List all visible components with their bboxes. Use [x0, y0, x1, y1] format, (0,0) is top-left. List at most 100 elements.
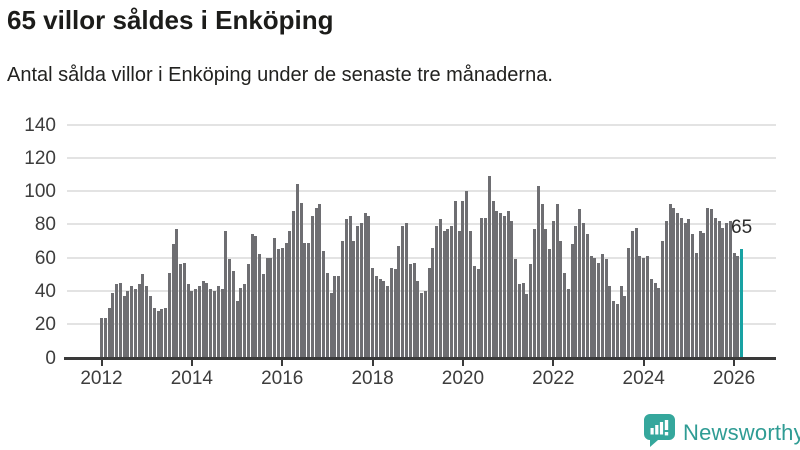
bar [205, 282, 209, 358]
bar [352, 241, 356, 358]
bar [295, 184, 299, 358]
bar [517, 284, 521, 358]
bar [220, 289, 224, 358]
bar [578, 209, 582, 358]
brand-name: Newsworthy [683, 419, 800, 445]
bar [333, 275, 337, 358]
bar [461, 201, 465, 358]
x-axis-tick-label: 2016 [261, 367, 304, 389]
bar [145, 285, 149, 358]
bar [536, 186, 540, 358]
bar [438, 219, 442, 358]
bar [619, 285, 623, 358]
x-axis-tick-label: 2024 [622, 367, 665, 389]
gridline [67, 123, 776, 126]
bar [597, 262, 600, 358]
bar [160, 309, 164, 358]
bar [299, 202, 303, 358]
bar [359, 222, 363, 358]
bar [348, 216, 352, 358]
x-axis-tick-label: 2018 [351, 367, 394, 389]
bar [103, 317, 107, 358]
bar [246, 264, 250, 358]
y-axis-tick-label: 40 [34, 280, 56, 302]
bar [224, 231, 228, 358]
bar [450, 226, 454, 358]
bar [487, 176, 491, 358]
bar [574, 226, 578, 358]
bar [179, 264, 183, 358]
gridline [67, 289, 776, 292]
bar [725, 222, 728, 358]
bar [672, 207, 676, 358]
bar [570, 244, 574, 358]
bar [310, 216, 314, 358]
bar [171, 244, 175, 358]
bar [250, 234, 254, 358]
bar [657, 287, 661, 358]
bar [593, 257, 597, 358]
bar [254, 236, 258, 358]
x-axis-tick-label: 2012 [80, 367, 123, 389]
bar [713, 217, 717, 358]
bar [423, 290, 427, 358]
bar [277, 249, 280, 358]
bar [167, 272, 171, 358]
bar [702, 232, 706, 358]
bar [269, 257, 273, 358]
bar [551, 221, 555, 358]
bar [476, 269, 480, 358]
bar [344, 219, 348, 358]
bar [356, 226, 359, 358]
highlighted-bar [740, 249, 744, 358]
bar [156, 310, 160, 358]
bar [337, 275, 341, 358]
bar [544, 229, 548, 358]
bar [322, 251, 326, 358]
bar [292, 211, 295, 358]
bar [216, 285, 220, 358]
bar [152, 307, 156, 358]
newsworthy-logo: Newsworthy [643, 413, 800, 450]
x-axis-tick-label: 2020 [441, 367, 485, 389]
bar [186, 284, 190, 358]
bar [581, 222, 585, 358]
bar [325, 272, 329, 358]
bar [235, 300, 239, 358]
bar [412, 262, 416, 358]
bar [589, 256, 593, 358]
bar [533, 229, 536, 358]
bar [717, 221, 721, 358]
bar [371, 267, 375, 358]
bar [427, 267, 431, 358]
bar [736, 256, 740, 358]
bar [209, 289, 213, 358]
gridline [67, 190, 776, 193]
bar [314, 207, 318, 358]
bar [529, 264, 533, 358]
bar [480, 217, 484, 358]
bar [107, 307, 111, 358]
bar [604, 259, 608, 358]
bar [284, 242, 288, 358]
bar [676, 212, 679, 358]
bar [141, 274, 145, 358]
bar [175, 229, 179, 358]
bar [363, 212, 367, 358]
bar [627, 247, 631, 358]
bar [431, 247, 435, 358]
bar [638, 256, 642, 358]
bar [273, 237, 277, 358]
last-value-label: 65 [731, 217, 753, 238]
bar [728, 221, 732, 358]
bar [197, 285, 201, 358]
bar [194, 289, 198, 358]
bar [442, 231, 446, 358]
bar [559, 241, 563, 358]
bar [100, 317, 103, 358]
bar [416, 280, 420, 358]
bar [668, 204, 672, 358]
bar [118, 282, 122, 358]
x-axis-tick [552, 359, 555, 366]
y-axis-tick-label: 100 [24, 181, 56, 203]
